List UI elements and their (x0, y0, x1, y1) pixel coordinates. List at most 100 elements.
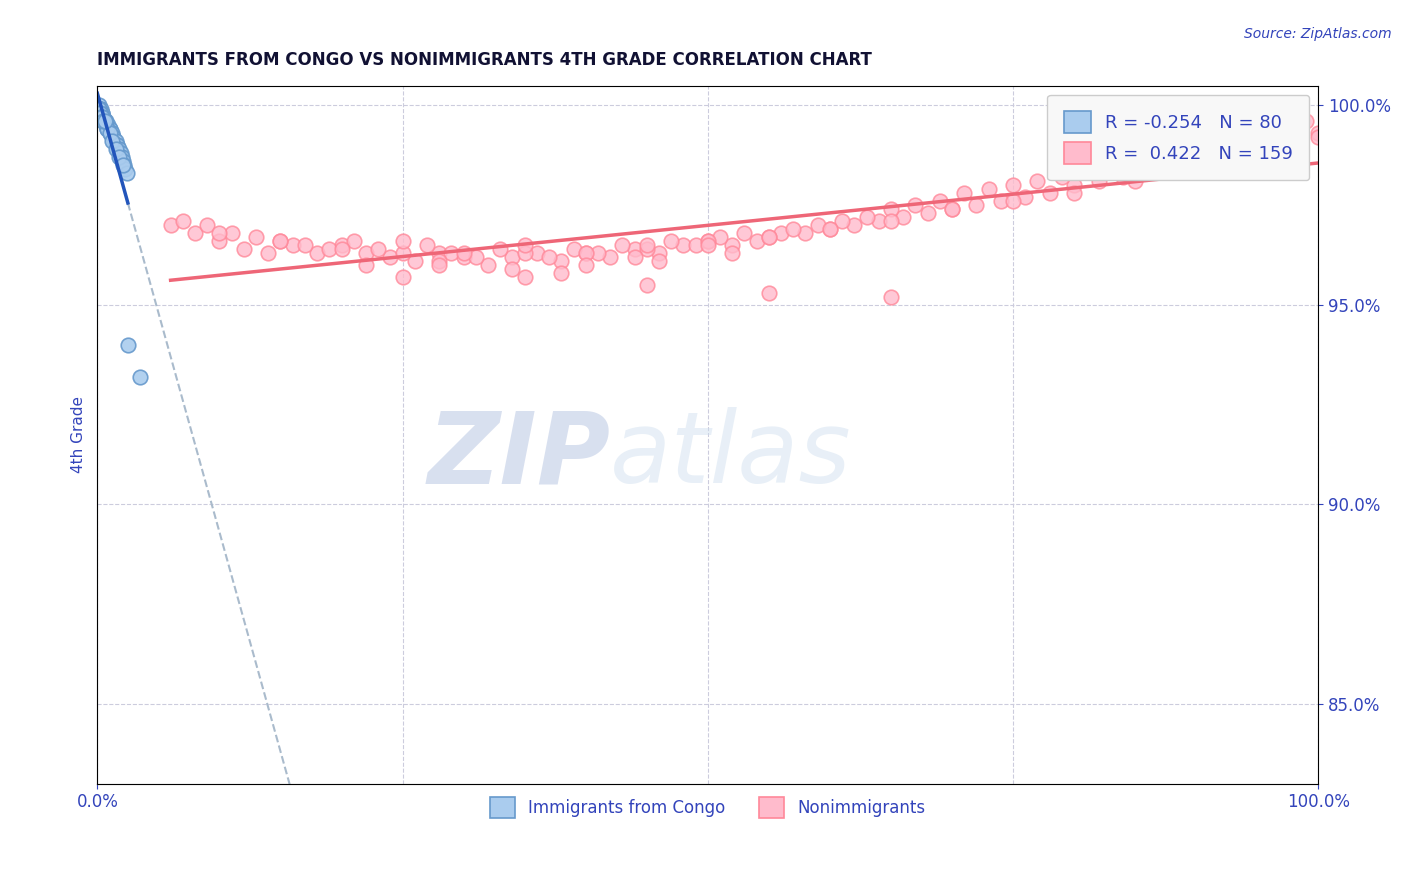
Point (111, 154, 134, 169)
Point (880, 202, 903, 217)
Point (709, 230, 731, 244)
Point (318, 242, 340, 256)
Point (1246, 146, 1268, 161)
Point (562, 242, 585, 256)
Point (111, 154, 134, 169)
Point (91, 106, 114, 120)
Point (110, 150, 132, 164)
Point (89, 103, 111, 117)
Point (1099, 158, 1122, 172)
Point (90, 111, 112, 125)
Point (1076, 162, 1098, 177)
Point (93, 114, 115, 128)
Point (672, 238, 695, 252)
Point (685, 238, 707, 252)
Point (93, 114, 115, 128)
Point (623, 242, 645, 256)
Point (721, 238, 744, 252)
Point (195, 218, 218, 232)
Point (90, 106, 112, 120)
Point (108, 150, 131, 164)
Point (89, 106, 111, 120)
Point (941, 202, 963, 217)
Point (107, 142, 129, 156)
Point (269, 234, 291, 248)
Point (107, 142, 129, 156)
Text: Source: ZipAtlas.com: Source: ZipAtlas.com (1244, 27, 1392, 41)
Point (354, 258, 377, 272)
Point (1246, 127, 1268, 141)
Point (928, 194, 950, 209)
Point (612, 238, 634, 252)
Text: IMMIGRANTS FROM CONGO VS NONIMMIGRANTS 4TH GRADE CORRELATION CHART: IMMIGRANTS FROM CONGO VS NONIMMIGRANTS 4… (97, 51, 872, 69)
Point (98, 127, 121, 141)
Point (89, 106, 111, 120)
Point (818, 222, 841, 236)
Point (93, 111, 115, 125)
Point (172, 214, 194, 228)
Point (257, 246, 280, 260)
Point (794, 226, 817, 240)
Point (96, 119, 118, 133)
Point (98, 122, 121, 136)
Point (427, 258, 450, 272)
Point (1002, 194, 1025, 209)
Point (855, 210, 877, 224)
Point (575, 246, 598, 260)
Point (269, 234, 291, 248)
Point (307, 246, 329, 260)
Text: ZIP: ZIP (427, 407, 610, 504)
Point (696, 234, 718, 248)
Point (427, 254, 450, 268)
Point (100, 127, 122, 141)
Point (636, 278, 658, 293)
Point (245, 230, 267, 244)
Point (105, 138, 128, 153)
Point (550, 266, 572, 280)
Point (880, 214, 903, 228)
Point (965, 198, 987, 212)
Point (208, 226, 231, 240)
Point (330, 242, 353, 256)
Point (513, 238, 536, 252)
Point (1039, 186, 1062, 201)
Point (1308, 130, 1330, 145)
Point (112, 158, 135, 172)
Point (110, 146, 132, 161)
Point (977, 182, 1000, 196)
Point (89, 106, 111, 120)
Point (108, 146, 131, 161)
Point (94, 119, 117, 133)
Point (93, 114, 115, 128)
Point (111, 158, 134, 172)
Point (880, 290, 903, 304)
Point (391, 246, 413, 260)
Point (115, 166, 138, 180)
Point (87, 103, 110, 117)
Point (221, 226, 243, 240)
Point (501, 262, 523, 277)
Point (391, 270, 413, 285)
Point (1197, 138, 1219, 153)
Point (101, 134, 124, 148)
Point (745, 234, 768, 248)
Point (1026, 174, 1049, 188)
Point (87, 98, 110, 112)
Point (101, 127, 124, 141)
Point (1185, 154, 1208, 169)
Point (104, 138, 127, 153)
Point (550, 254, 572, 268)
Point (427, 246, 450, 260)
Point (513, 246, 536, 260)
Point (453, 246, 475, 260)
Point (354, 246, 377, 260)
Point (90, 106, 112, 120)
Point (94, 119, 117, 133)
Point (501, 250, 523, 264)
Point (758, 230, 780, 244)
Point (91, 106, 114, 120)
Point (93, 111, 115, 125)
Point (990, 194, 1012, 209)
Point (89, 106, 111, 120)
Point (232, 242, 254, 256)
